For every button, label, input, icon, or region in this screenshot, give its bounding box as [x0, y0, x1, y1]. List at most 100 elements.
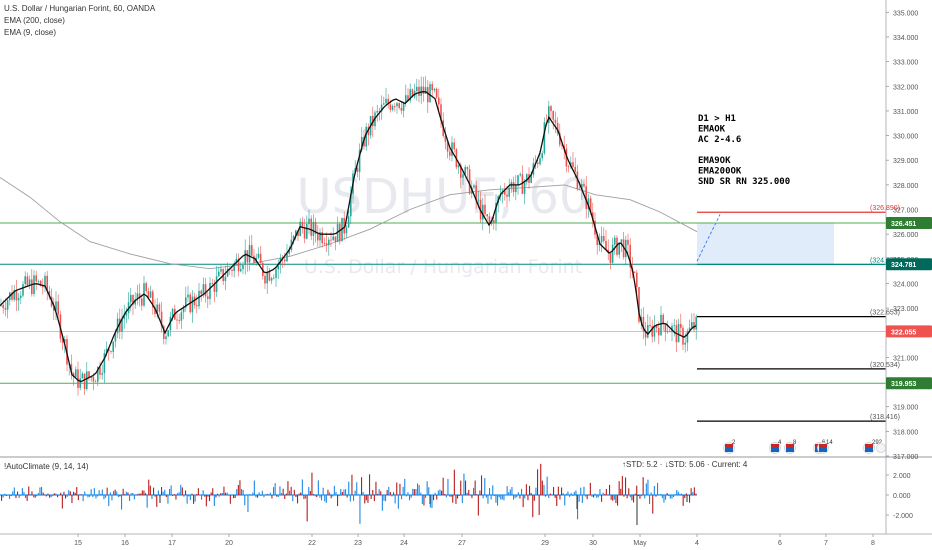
candle[interactable]: [383, 96, 385, 106]
candle[interactable]: [380, 95, 383, 120]
candle[interactable]: [475, 180, 477, 209]
candle[interactable]: [556, 117, 559, 136]
candle[interactable]: [629, 238, 631, 279]
candle[interactable]: [438, 88, 440, 114]
candle[interactable]: [504, 182, 506, 201]
candle[interactable]: [198, 282, 200, 310]
candle[interactable]: [70, 354, 73, 380]
candle[interactable]: [435, 87, 438, 99]
candle[interactable]: [180, 309, 183, 329]
candle[interactable]: [266, 265, 268, 294]
candle[interactable]: [101, 364, 103, 380]
price-badge[interactable]: 322.055: [886, 325, 932, 338]
candle[interactable]: [592, 202, 594, 228]
candle[interactable]: [187, 285, 189, 302]
candle[interactable]: [237, 253, 240, 277]
candle[interactable]: [218, 266, 220, 278]
candle[interactable]: [15, 279, 18, 312]
candle[interactable]: [664, 323, 667, 342]
candle[interactable]: [680, 313, 682, 337]
candle[interactable]: [317, 225, 319, 247]
candle[interactable]: [88, 370, 90, 381]
candle[interactable]: [603, 227, 605, 244]
candle[interactable]: [4, 298, 7, 317]
candle[interactable]: [152, 289, 154, 315]
candle[interactable]: [233, 260, 235, 278]
candle[interactable]: [145, 281, 147, 294]
candle[interactable]: [167, 329, 169, 337]
candle[interactable]: [446, 139, 449, 159]
candle[interactable]: [37, 279, 40, 284]
candle[interactable]: [264, 273, 266, 289]
projection-arrow[interactable]: [696, 214, 721, 262]
candle[interactable]: [365, 123, 367, 151]
candle[interactable]: [398, 102, 400, 110]
candle[interactable]: [647, 314, 649, 339]
candle[interactable]: [378, 107, 381, 121]
candle[interactable]: [248, 235, 251, 271]
candle[interactable]: [231, 267, 233, 277]
candle[interactable]: [211, 278, 213, 285]
ema9-line[interactable]: [0, 91, 697, 383]
candle[interactable]: [400, 101, 403, 115]
candle[interactable]: [55, 291, 57, 321]
candle[interactable]: [488, 212, 491, 234]
candle[interactable]: [306, 215, 308, 240]
candle[interactable]: [20, 290, 22, 305]
candle[interactable]: [308, 209, 310, 235]
candle[interactable]: [418, 79, 420, 103]
candle[interactable]: [323, 237, 326, 246]
candle[interactable]: [453, 138, 455, 153]
price-axis[interactable]: 317.000318.000319.000320.000321.000322.0…: [886, 10, 918, 461]
candle[interactable]: [651, 319, 653, 343]
candle[interactable]: [81, 371, 84, 379]
candle[interactable]: [433, 87, 436, 93]
candle[interactable]: [48, 286, 51, 300]
candle[interactable]: [240, 262, 242, 273]
candle[interactable]: [660, 305, 662, 337]
candle[interactable]: [158, 302, 161, 316]
candle[interactable]: [127, 292, 130, 320]
candle[interactable]: [143, 275, 145, 308]
candle[interactable]: [493, 216, 495, 230]
candle[interactable]: [677, 318, 680, 343]
indicator-ema9-label[interactable]: EMA (9, close): [4, 28, 56, 37]
candle[interactable]: [251, 235, 253, 256]
candle[interactable]: [273, 274, 275, 280]
candle[interactable]: [174, 304, 176, 320]
indicator-ema200-label[interactable]: EMA (200, close): [4, 16, 65, 25]
candle[interactable]: [605, 230, 607, 250]
candle[interactable]: [290, 231, 293, 253]
candle[interactable]: [132, 294, 134, 316]
candle[interactable]: [691, 313, 693, 330]
candle[interactable]: [541, 150, 543, 162]
economic-event-flag[interactable]: 292: [863, 440, 883, 454]
candle[interactable]: [552, 110, 554, 130]
candle[interactable]: [160, 301, 163, 333]
candle[interactable]: [429, 81, 431, 103]
candle[interactable]: [339, 222, 341, 245]
candle[interactable]: [301, 216, 304, 234]
candle[interactable]: [345, 224, 348, 239]
candle[interactable]: [24, 271, 26, 287]
demand-zone[interactable]: [697, 223, 834, 265]
price-badge[interactable]: 326.451: [886, 217, 932, 230]
candle[interactable]: [495, 194, 497, 231]
candle[interactable]: [486, 213, 488, 221]
candle[interactable]: [108, 347, 110, 361]
candle[interactable]: [270, 276, 273, 285]
candle[interactable]: [259, 246, 262, 264]
candle[interactable]: [325, 232, 328, 253]
candle[interactable]: [147, 287, 150, 298]
candle[interactable]: [53, 297, 55, 321]
candle[interactable]: [99, 361, 101, 380]
candle[interactable]: [523, 178, 526, 205]
candle[interactable]: [257, 247, 260, 260]
candle[interactable]: [268, 267, 271, 282]
candle[interactable]: [673, 318, 675, 337]
candle[interactable]: [666, 320, 669, 334]
candle[interactable]: [26, 272, 29, 287]
candle[interactable]: [86, 362, 88, 391]
candle[interactable]: [321, 227, 323, 248]
candle[interactable]: [658, 321, 660, 345]
